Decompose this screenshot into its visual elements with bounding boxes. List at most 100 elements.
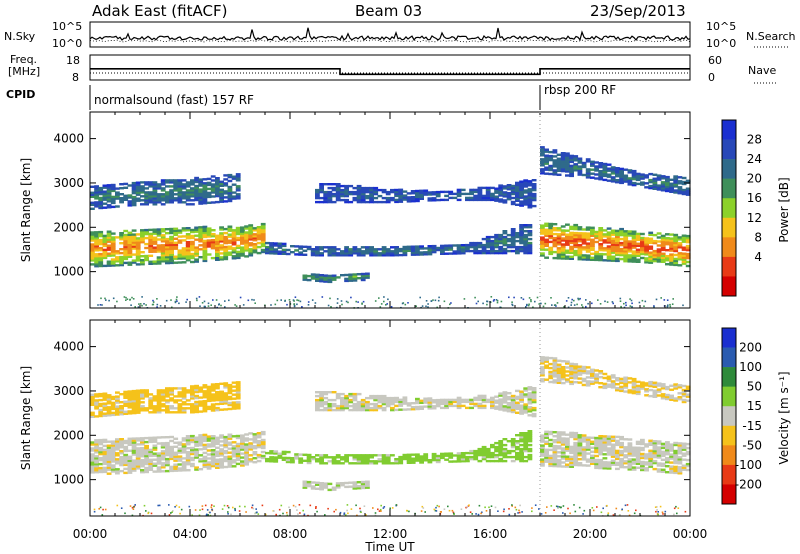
velocity-speckle [209, 511, 211, 514]
power-cell [569, 172, 574, 176]
power-cell [565, 170, 570, 173]
velocity-cell [185, 391, 191, 394]
power-cell [431, 248, 437, 252]
power-cell [227, 241, 233, 244]
velocity-cell [185, 437, 191, 440]
velocity-cell [569, 449, 574, 453]
power-cell [635, 244, 641, 247]
power-cell [473, 249, 479, 253]
velocity-cell [540, 380, 545, 383]
velocity-cell [219, 444, 224, 447]
power-cell [394, 192, 399, 196]
power-cell [498, 200, 504, 203]
power-cell [310, 273, 316, 276]
power-cell [210, 189, 216, 192]
power-cell [235, 226, 241, 230]
power-cell [531, 188, 537, 192]
power-cell [560, 253, 566, 256]
velocity-speckle [143, 504, 146, 507]
velocity-cell [652, 453, 658, 457]
velocity-cell [648, 449, 654, 452]
power-cell [281, 250, 287, 253]
power-speckle [175, 298, 178, 301]
velocity-cell [669, 467, 674, 470]
power-cell [665, 189, 670, 193]
velocity-cell [669, 443, 674, 446]
power-speckle [224, 306, 226, 308]
velocity-cell [681, 464, 687, 467]
velocity-cell [115, 448, 120, 451]
velocity-cell [169, 387, 174, 390]
velocity-cell [619, 443, 624, 447]
velocity-cell [94, 457, 99, 460]
power-cell [598, 166, 604, 169]
velocity-speckle [174, 506, 176, 508]
power-cell [244, 255, 249, 258]
power-cell [660, 252, 666, 255]
velocity-cell [123, 471, 129, 475]
power-speckle [293, 305, 296, 307]
velocity-cell [223, 396, 229, 399]
power-speckle [486, 300, 489, 303]
velocity-cell [369, 454, 374, 457]
freq-strip-frame [89, 54, 691, 81]
power-cell [206, 231, 212, 234]
power-cell [215, 188, 220, 192]
power-cell [181, 185, 187, 188]
power-cell [527, 190, 533, 193]
power-cell [660, 185, 666, 188]
velocity-cell [540, 440, 545, 443]
velocity-cell [352, 404, 358, 408]
power-cell [260, 238, 266, 242]
power-cell [173, 241, 179, 244]
power-cell [598, 172, 604, 175]
velocity-cell [577, 371, 583, 374]
power-cell [652, 181, 658, 184]
velocity-cell [302, 486, 308, 489]
power-cell [444, 252, 449, 255]
power-cell [98, 248, 104, 252]
power-cell [98, 252, 104, 256]
power-cell [135, 185, 141, 188]
velocity-cell [485, 400, 491, 404]
power-cell [90, 247, 95, 250]
power-cell [610, 229, 616, 232]
velocity-cell [548, 456, 554, 460]
power-cell [506, 233, 512, 237]
velocity-cell [598, 370, 604, 373]
power-cell [498, 198, 504, 201]
power-cell [485, 196, 491, 200]
power-cell [548, 172, 554, 176]
power-cell [552, 229, 558, 232]
power-cell [231, 247, 237, 250]
power-cell [210, 243, 216, 246]
power-cell [590, 164, 595, 167]
velocity-cell [569, 465, 574, 468]
velocity-cell [248, 446, 254, 449]
velocity-cell [244, 451, 249, 454]
power-cell [452, 244, 458, 247]
power-cell [144, 193, 149, 196]
velocity-cell [427, 401, 433, 404]
velocity-cell [223, 398, 229, 401]
power-cell [131, 237, 137, 240]
power-cell [181, 257, 187, 260]
power-cell [185, 203, 191, 206]
power-cell [606, 175, 612, 178]
velocity-cell [215, 442, 220, 445]
power-cell [565, 158, 570, 161]
power-speckle [274, 303, 277, 306]
power-cell [673, 233, 679, 237]
power-cell [169, 251, 174, 255]
power-speckle [631, 302, 633, 305]
power-cell [560, 160, 566, 163]
velocity-cell [519, 453, 524, 457]
power-cell [202, 182, 208, 185]
power-cell [340, 250, 345, 253]
velocity-cell [185, 459, 191, 462]
power-cell [623, 230, 629, 233]
velocity-cell [510, 455, 516, 459]
power-cell [140, 239, 145, 242]
power-cell [135, 193, 141, 196]
velocity-cell [181, 393, 187, 396]
